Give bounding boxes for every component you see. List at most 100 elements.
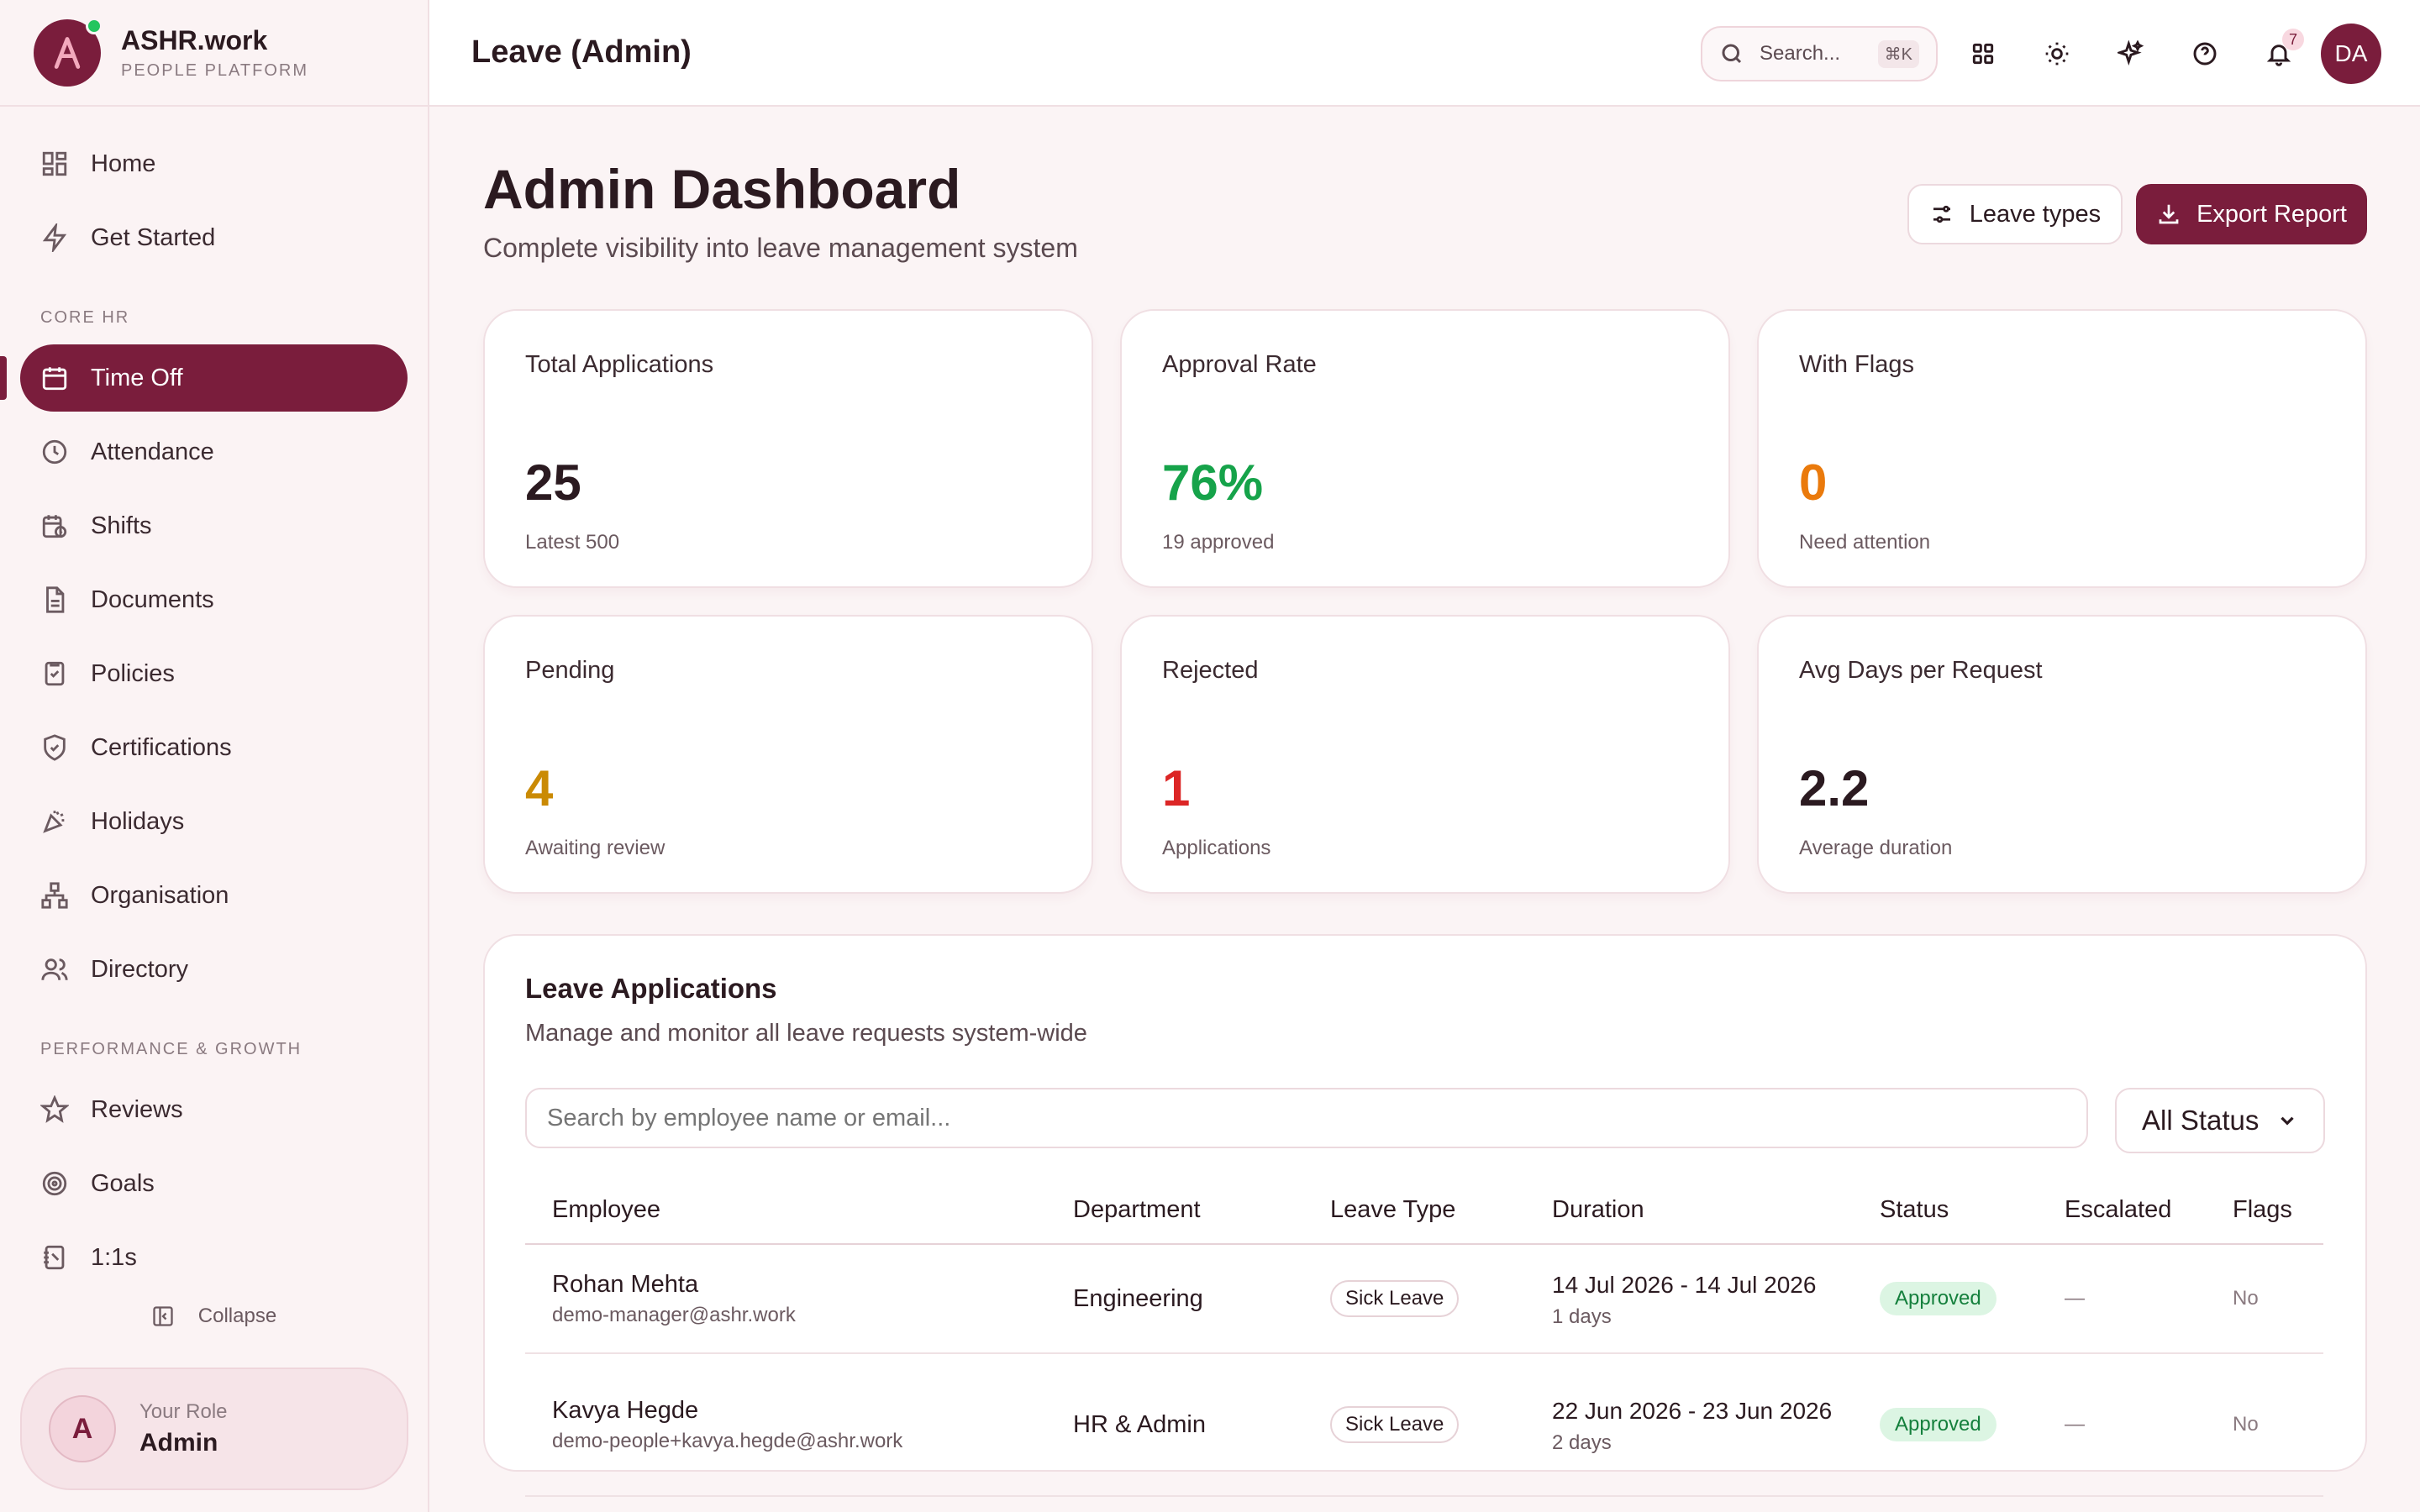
chevron-down-icon <box>2281 1116 2294 1126</box>
sidebar-item-label: Certifications <box>91 733 232 761</box>
column-header-employee[interactable]: Employee <box>525 1177 1046 1245</box>
sidebar: ASHR.work PEOPLE PLATFORM Home Get Start… <box>0 0 429 1512</box>
checklist-icon <box>45 661 65 686</box>
role-label: Your Role <box>139 1400 228 1423</box>
role-avatar: A <box>49 1395 116 1462</box>
leave-types-button[interactable]: Leave types <box>1907 184 2123 244</box>
sidebar-item-get-started[interactable]: Get Started <box>20 204 408 271</box>
role-card[interactable]: A Your Role Admin <box>20 1368 408 1490</box>
sidebar-item-attendance[interactable]: Attendance <box>20 418 408 486</box>
dashboard-subtitle: Complete visibility into leave managemen… <box>483 233 1078 263</box>
stat-label: Rejected <box>1162 657 1259 684</box>
sidebar-item-one-on-ones[interactable]: 1:1s <box>20 1224 408 1291</box>
collapse-button[interactable]: Collapse <box>0 1298 428 1335</box>
apps-grid-icon <box>1972 43 1994 65</box>
escalated-cell: — <box>2038 1244 2206 1354</box>
sidebar-item-holidays[interactable]: Holidays <box>20 788 408 855</box>
employee-email: demo-manager@ashr.work <box>552 1303 796 1326</box>
column-header-leave-type[interactable]: Leave Type <box>1303 1177 1525 1245</box>
stat-note: 19 approved <box>1162 531 1275 554</box>
theme-toggle-button[interactable] <box>2028 25 2086 82</box>
collapse-sidebar-icon <box>153 1306 173 1326</box>
nav-section-performance: PERFORMANCE & GROWTH <box>40 1040 302 1058</box>
org-chart-icon <box>41 882 68 909</box>
bell-icon <box>2266 45 2291 66</box>
sidebar-item-reviews[interactable]: Reviews <box>20 1076 408 1143</box>
help-button[interactable] <box>2176 25 2233 82</box>
collapse-label: Collapse <box>197 1305 277 1327</box>
column-header-department[interactable]: Department <box>1046 1177 1303 1245</box>
sidebar-item-label: Directory <box>91 955 189 983</box>
help-icon <box>2193 42 2217 66</box>
stat-value: 0 <box>1799 454 1828 511</box>
calendar-icon <box>42 367 67 391</box>
column-header-flags[interactable]: Flags <box>2206 1177 2323 1245</box>
leave-type-cell: Sick Leave <box>1303 1353 1525 1497</box>
applications-table: Employee Department Leave Type Duration … <box>525 1177 2323 1497</box>
users-icon <box>41 958 68 980</box>
brand-logo-icon <box>54 36 81 69</box>
sidebar-item-goals[interactable]: Goals <box>20 1150 408 1217</box>
global-search[interactable]: Search... ⌘K <box>1701 26 1938 81</box>
ai-assistant-button[interactable] <box>2102 25 2160 82</box>
employee-email: demo-people+kavya.hegde@ashr.work <box>552 1429 903 1452</box>
stat-card-with-flags[interactable]: With Flags 0 Need attention <box>1757 309 2367 588</box>
sidebar-item-label: Reviews <box>91 1095 183 1123</box>
main-content: Admin Dashboard Complete visibility into… <box>483 107 2367 1497</box>
stat-card-pending[interactable]: Pending 4 Awaiting review <box>483 615 1093 894</box>
calendar-clock-icon <box>42 515 67 538</box>
stat-card-avg-days[interactable]: Avg Days per Request 2.2 Average duratio… <box>1757 615 2367 894</box>
leave-type-chip: Sick Leave <box>1330 1406 1460 1443</box>
escalated-cell: — <box>2038 1353 2206 1497</box>
apps-button[interactable] <box>1954 25 2012 82</box>
table-row[interactable]: Kavya Hegde demo-people+kavya.hegde@ashr… <box>525 1353 2323 1497</box>
stat-card-approval-rate[interactable]: Approval Rate 76% 19 approved <box>1120 309 1730 588</box>
stat-card-rejected[interactable]: Rejected 1 Applications <box>1120 615 1730 894</box>
stat-card-total-applications[interactable]: Total Applications 25 Latest 500 <box>483 309 1093 588</box>
column-header-escalated[interactable]: Escalated <box>2038 1177 2206 1245</box>
sidebar-item-policies[interactable]: Policies <box>20 640 408 707</box>
brand[interactable]: ASHR.work PEOPLE PLATFORM <box>0 0 428 107</box>
leave-type-chip: Sick Leave <box>1330 1280 1460 1317</box>
sidebar-item-home[interactable]: Home <box>20 130 408 197</box>
export-report-button[interactable]: Export Report <box>2136 184 2367 244</box>
stats-container: Total Applications 25 Latest 500 Approva… <box>483 309 2367 1497</box>
party-icon <box>43 811 65 833</box>
download-icon <box>2159 204 2179 224</box>
page-title: Leave (Admin) <box>471 34 692 70</box>
grid-icon <box>42 151 67 176</box>
sidebar-item-organisation[interactable]: Organisation <box>20 862 408 929</box>
status-filter-select[interactable]: All Status <box>2115 1088 2325 1153</box>
notebook-icon <box>44 1245 65 1270</box>
column-header-status[interactable]: Status <box>1853 1177 2038 1245</box>
employee-search-input[interactable] <box>525 1088 2088 1148</box>
sidebar-item-time-off[interactable]: Time Off <box>0 344 408 412</box>
sidebar-item-documents[interactable]: Documents <box>20 566 408 633</box>
shield-check-icon <box>44 734 66 761</box>
sidebar-item-shifts[interactable]: Shifts <box>20 492 408 559</box>
bolt-icon <box>42 223 67 252</box>
stat-label: Total Applications <box>525 351 714 378</box>
dashboard-title: Admin Dashboard <box>483 158 961 220</box>
sidebar-item-label: Organisation <box>91 881 229 909</box>
applications-subtitle: Manage and monitor all leave requests sy… <box>525 1020 1087 1047</box>
stat-note: Applications <box>1162 837 1271 859</box>
employee-cell: Kavya Hegde demo-people+kavya.hegde@ashr… <box>525 1353 1046 1497</box>
nav-section-core-hr: CORE HR <box>40 308 130 327</box>
sidebar-item-label: Time Off <box>91 364 183 391</box>
clock-icon <box>42 439 67 465</box>
sidebar-item-directory[interactable]: Directory <box>20 936 408 1003</box>
status-cell: Approved <box>1853 1353 2038 1497</box>
duration-cell: 14 Jul 2026 - 14 Jul 2026 1 days <box>1525 1244 1853 1354</box>
stat-label: With Flags <box>1799 351 1914 378</box>
table-row[interactable]: Rohan Mehta demo-manager@ashr.work Engin… <box>525 1244 2323 1354</box>
logo <box>34 17 103 87</box>
sidebar-item-certifications[interactable]: Certifications <box>20 714 408 781</box>
notifications-button[interactable]: 7 <box>2250 25 2307 82</box>
duration-days: 1 days <box>1552 1305 1612 1328</box>
status-cell: Approved <box>1853 1244 2038 1354</box>
sidebar-item-label: Holidays <box>91 807 185 835</box>
leave-types-label: Leave types <box>1969 200 2102 228</box>
column-header-duration[interactable]: Duration <box>1525 1177 1853 1245</box>
user-avatar[interactable]: DA <box>2321 24 2381 84</box>
